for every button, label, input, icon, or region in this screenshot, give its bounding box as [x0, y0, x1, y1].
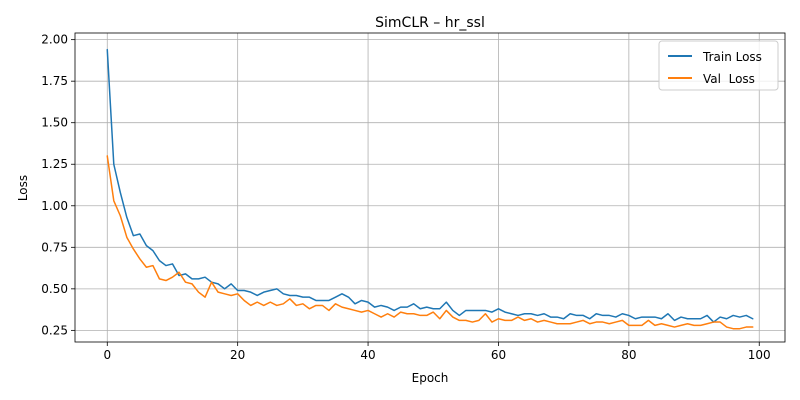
grid: [75, 33, 785, 342]
plot-frame: [74, 32, 786, 343]
series-lines: [106, 48, 754, 330]
x-tick-label: 20: [230, 348, 245, 362]
x-tick-label: 60: [491, 348, 506, 362]
y-tick-label: 0.75: [41, 240, 68, 254]
legend: Train Loss Val Loss: [658, 40, 779, 91]
series-line-val-loss: [106, 155, 754, 330]
y-tick-label: 1.50: [41, 116, 68, 130]
y-tick-label: 0.25: [41, 323, 68, 337]
y-tick-label: 1.75: [41, 74, 68, 88]
x-axis-ticks: 0 20 40 60 80 100: [103, 342, 771, 362]
y-tick-label: 1.25: [41, 157, 68, 171]
chart-title: SimCLR – hr_ssl: [375, 15, 485, 31]
y-tick-label: 1.00: [41, 199, 68, 213]
y-tick-label: 0.50: [41, 282, 68, 296]
x-tick-label: 100: [748, 348, 771, 362]
series-line-train-loss: [106, 48, 754, 323]
x-tick-label: 0: [103, 348, 111, 362]
y-axis-label: Loss: [16, 175, 30, 201]
legend-label-train-loss: Train Loss: [702, 50, 762, 64]
x-tick-label: 80: [621, 348, 636, 362]
x-tick-label: 40: [360, 348, 375, 362]
y-tick-label: 2.00: [41, 33, 68, 47]
legend-label-val-loss: Val Loss: [703, 72, 755, 86]
y-axis-ticks: 0.25 0.50 0.75 1.00 1.25 1.50 1.75 2.00: [41, 33, 75, 337]
x-axis-label: Epoch: [412, 371, 449, 385]
